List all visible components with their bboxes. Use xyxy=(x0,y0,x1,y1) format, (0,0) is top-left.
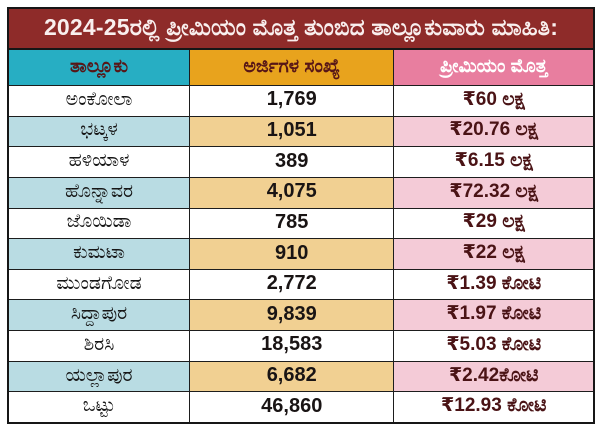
table-row: ಹಳಿಯಾಳ 389 ₹6.15 ಲಕ್ಷ xyxy=(9,147,593,178)
taluk-name-cell: ಒಟ್ಟು xyxy=(9,392,191,423)
table-row: ಶಿರಸಿ 18,583 ₹5.03 ಕೋಟಿ xyxy=(9,331,593,362)
taluk-name-cell: ಅಂಕೋಲಾ xyxy=(9,86,191,116)
premium-table: ತಾಲ್ಲೂಕು ಅರ್ಜಿಗಳ ಸಂಖ್ಯೆ ಪ್ರೀಮಿಯಂ ಮೊತ್ತ ಅ… xyxy=(9,50,593,423)
table-body: ಅಂಕೋಲಾ 1,769 ₹60 ಲಕ್ಷ ಭಟ್ಕಳ 1,051 ₹20.76… xyxy=(9,86,593,423)
premium-amount-cell: ₹60 ಲಕ್ಷ xyxy=(394,86,593,116)
taluk-name-cell: ಭಟ್ಕಳ xyxy=(9,116,191,147)
table-row: ಮುಂಡಗೋಡ 2,772 ₹1.39 ಕೋಟಿ xyxy=(9,269,593,301)
table-row: ಹೊನ್ನಾವರ 4,075 ₹72.32 ಲಕ್ಷ xyxy=(9,177,593,209)
taluk-name-cell: ಶಿರಸಿ xyxy=(9,331,191,361)
premium-amount-cell: ₹6.15 ಲಕ್ಷ xyxy=(394,147,593,177)
table-row: ಸಿದ್ದಾಪುರ 9,839 ₹1.97 ಕೋಟಿ xyxy=(9,300,593,332)
table-row: ಕುಮಟಾ 910 ₹22 ಲಕ್ಷ xyxy=(9,239,593,270)
applications-count-cell: 4,075 xyxy=(190,177,395,208)
applications-count-cell: 1,051 xyxy=(190,116,395,147)
premium-amount-cell: ₹20.76 ಲಕ್ಷ xyxy=(394,116,593,147)
premium-amount-cell: ₹1.39 ಕೋಟಿ xyxy=(394,269,593,300)
column-header-premium-amount: ಪ್ರೀಮಿಯಂ ಮೊತ್ತ xyxy=(394,50,593,85)
premium-amount-cell: ₹2.42ಕೋಟಿ xyxy=(394,361,593,392)
premium-amount-cell: ₹29 ಲಕ್ಷ xyxy=(394,208,593,239)
applications-count-cell: 9,839 xyxy=(190,300,395,331)
table-row: ಯಲ್ಲಾಪುರ 6,682 ₹2.42ಕೋಟಿ xyxy=(9,361,593,393)
column-header-taluk: ತಾಲ್ಲೂಕು xyxy=(9,50,191,85)
premium-amount-cell: ₹72.32 ಲಕ್ಷ xyxy=(394,177,593,208)
table-row: ಒಟ್ಟು 46,860 ₹12.93 ಕೋಟಿ xyxy=(9,392,593,423)
taluk-name-cell: ಕುಮಟಾ xyxy=(9,239,191,269)
applications-count-cell: 910 xyxy=(190,239,395,269)
table-title: 2024-25ರಲ್ಲಿ ಪ್ರೀಮಿಯಂ ಮೊತ್ತ ತುಂಬಿದ ತಾಲ್ಲ… xyxy=(9,9,593,50)
table-row: ಅಂಕೋಲಾ 1,769 ₹60 ಲಕ್ಷ xyxy=(9,86,593,117)
table-row: ಭಟ್ಕಳ 1,051 ₹20.76 ಲಕ್ಷ xyxy=(9,116,593,148)
table-row: ಜೊಯಿಡಾ 785 ₹29 ಲಕ್ಷ xyxy=(9,208,593,240)
taluk-name-cell: ಸಿದ್ದಾಪುರ xyxy=(9,300,191,331)
taluk-name-cell: ಹೊನ್ನಾವರ xyxy=(9,177,191,208)
applications-count-cell: 46,860 xyxy=(190,392,395,423)
premium-amount-cell: ₹22 ಲಕ್ಷ xyxy=(394,239,593,269)
taluk-name-cell: ಯಲ್ಲಾಪುರ xyxy=(9,361,191,392)
premium-amount-cell: ₹12.93 ಕೋಟಿ xyxy=(394,392,593,423)
applications-count-cell: 2,772 xyxy=(190,269,395,300)
premium-amount-cell: ₹1.97 ಕೋಟಿ xyxy=(394,300,593,331)
table-panel: 2024-25ರಲ್ಲಿ ಪ್ರೀಮಿಯಂ ಮೊತ್ತ ತುಂಬಿದ ತಾಲ್ಲ… xyxy=(7,7,595,424)
applications-count-cell: 389 xyxy=(190,147,395,177)
applications-count-cell: 785 xyxy=(190,208,395,239)
taluk-name-cell: ಹಳಿಯಾಳ xyxy=(9,147,191,177)
applications-count-cell: 6,682 xyxy=(190,361,395,392)
applications-count-cell: 1,769 xyxy=(190,86,395,116)
taluk-name-cell: ಜೊಯಿಡಾ xyxy=(9,208,191,239)
applications-count-cell: 18,583 xyxy=(190,331,395,361)
table-header-row: ತಾಲ್ಲೂಕು ಅರ್ಜಿಗಳ ಸಂಖ್ಯೆ ಪ್ರೀಮಿಯಂ ಮೊತ್ತ xyxy=(9,50,593,86)
column-header-applications: ಅರ್ಜಿಗಳ ಸಂಖ್ಯೆ xyxy=(190,50,395,85)
premium-amount-cell: ₹5.03 ಕೋಟಿ xyxy=(394,331,593,361)
taluk-name-cell: ಮುಂಡಗೋಡ xyxy=(9,269,191,300)
